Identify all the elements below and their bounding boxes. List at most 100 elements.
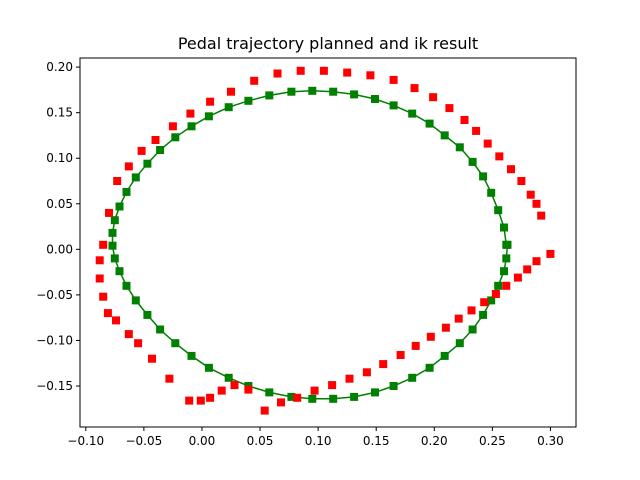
x-tick-label: 0.00 <box>189 434 216 448</box>
data-point <box>345 374 354 383</box>
data-point <box>319 66 328 75</box>
data-point <box>95 256 104 265</box>
data-point <box>108 228 117 237</box>
data-point <box>472 126 481 135</box>
data-point <box>468 157 477 166</box>
data-point <box>480 298 489 307</box>
data-point <box>265 91 274 100</box>
data-point <box>503 240 512 249</box>
data-point <box>513 273 522 282</box>
data-point <box>494 206 503 215</box>
y-tick-label: 0.15 <box>46 106 73 120</box>
data-point <box>523 265 532 274</box>
axes-frame <box>79 57 577 428</box>
data-point <box>429 93 438 102</box>
plot-area <box>95 66 555 415</box>
data-point <box>455 339 464 348</box>
x-tick-label: 0.05 <box>247 434 274 448</box>
data-point <box>350 90 359 99</box>
data-point <box>287 392 296 401</box>
data-point <box>308 394 317 403</box>
data-point <box>329 87 338 96</box>
x-axis: −0.10 −0.05 0.00 0.05 0.10 0.15 0.20 0.25 0.30 <box>67 427 564 448</box>
data-point <box>287 87 296 96</box>
data-point <box>379 360 388 369</box>
data-point <box>260 406 269 415</box>
y-tick-label: 0.05 <box>46 197 73 211</box>
data-point <box>487 188 496 197</box>
data-point <box>148 354 156 363</box>
data-point <box>479 310 488 319</box>
data-point <box>517 177 526 185</box>
x-tick-label: −0.05 <box>125 434 162 448</box>
data-point <box>171 339 180 348</box>
data-point <box>112 316 120 325</box>
data-point <box>230 381 239 390</box>
data-point <box>131 296 140 305</box>
data-point <box>454 314 463 323</box>
data-point <box>366 71 375 80</box>
data-point <box>410 84 419 93</box>
data-point <box>206 97 215 106</box>
data-point <box>115 202 124 211</box>
series-1 <box>95 66 555 415</box>
data-point <box>156 146 165 154</box>
data-point <box>168 122 177 131</box>
data-point <box>186 109 195 118</box>
data-point <box>500 223 508 232</box>
series-0 <box>108 86 512 403</box>
y-tick-label: 0.20 <box>46 60 73 74</box>
data-point <box>441 323 450 332</box>
data-point <box>108 241 117 250</box>
data-point <box>115 267 124 276</box>
y-axis: −0.15 −0.10 −0.05 0.00 0.05 0.10 0.15 0.20 <box>36 60 80 393</box>
data-point <box>440 351 449 360</box>
data-point <box>532 257 541 266</box>
data-point <box>156 325 165 334</box>
y-tick-label: −0.10 <box>36 333 73 347</box>
data-point <box>105 208 113 217</box>
data-point <box>122 187 131 196</box>
data-point <box>185 396 194 405</box>
chart-title: Pedal trajectory planned and ik result <box>178 34 478 53</box>
y-tick-label: −0.05 <box>36 288 73 302</box>
data-point <box>389 101 398 110</box>
data-point <box>143 310 152 319</box>
data-point <box>122 281 131 290</box>
data-point <box>502 281 511 290</box>
data-point <box>408 109 417 118</box>
data-point <box>99 292 108 301</box>
data-point <box>310 386 319 395</box>
data-point <box>293 393 302 402</box>
data-point <box>196 396 205 405</box>
data-point <box>468 325 477 334</box>
data-point <box>362 368 371 377</box>
data-point <box>502 254 511 263</box>
data-point <box>143 159 152 168</box>
x-tick-label: 0.30 <box>537 434 564 448</box>
data-point <box>124 330 133 339</box>
x-tick-label: 0.10 <box>305 434 332 448</box>
data-point <box>206 393 215 402</box>
data-point <box>445 104 454 113</box>
data-point <box>467 306 476 315</box>
data-point <box>204 112 213 121</box>
data-point <box>124 162 133 171</box>
data-point <box>371 388 379 397</box>
data-point <box>204 363 213 372</box>
data-point <box>110 254 119 263</box>
data-point <box>455 143 464 152</box>
y-tick-label: 0.10 <box>46 151 73 165</box>
data-point <box>532 199 541 208</box>
data-point <box>411 341 420 350</box>
data-point <box>187 122 196 131</box>
data-point <box>500 267 508 276</box>
data-point <box>329 394 338 403</box>
data-point <box>371 95 379 103</box>
data-point <box>328 381 337 390</box>
data-point <box>171 133 180 142</box>
data-point <box>389 75 398 84</box>
data-point <box>244 96 253 105</box>
data-point <box>151 136 160 144</box>
data-point <box>425 119 434 128</box>
